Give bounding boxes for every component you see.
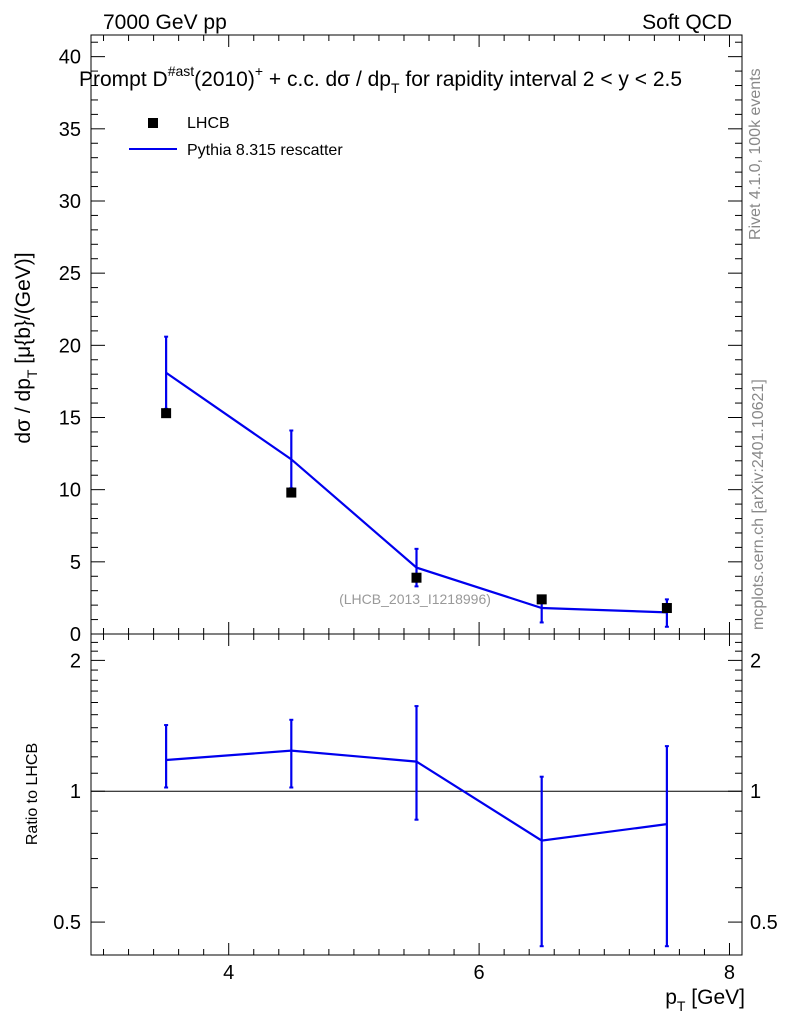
- analysis-id-label: (LHCB_2013_I1218996): [339, 591, 491, 607]
- lhcb-data-point: [161, 408, 172, 419]
- legend-lhcb-marker: [148, 118, 158, 128]
- ratio-mc-series: [164, 705, 669, 948]
- main-y-tick-label: 0: [70, 624, 81, 646]
- main-mc-series: [164, 335, 669, 628]
- lhcb-data-point: [536, 594, 547, 605]
- header-process: Soft QCD: [642, 11, 732, 34]
- ratio-y-tick-label: 0.5: [53, 912, 81, 934]
- main-y-tick-label: 35: [59, 119, 81, 141]
- header-energy: 7000 GeV pp: [103, 11, 227, 34]
- ratio-y-tick-label: 1: [70, 781, 81, 803]
- lhcb-data-point: [661, 603, 672, 614]
- ratio-y-tick-labels: 0.5 0.5 1 1 2 2: [53, 650, 778, 934]
- main-y-axis-label: dσ / dpT [μ{b}/(GeV)]: [12, 252, 40, 443]
- x-tick-label: 4: [223, 962, 234, 984]
- ratio-y-tick-label-right: 1: [750, 781, 761, 803]
- legend-lhcb-label: LHCB: [187, 115, 230, 132]
- ratio-y-tick-label-right: 0.5: [750, 912, 778, 934]
- main-y-tick-label: 5: [70, 552, 81, 574]
- main-y-tick-label: 15: [59, 407, 81, 429]
- ratio-y-tick-label-right: 2: [750, 650, 761, 672]
- main-y-tick-label: 10: [59, 480, 81, 502]
- main-y-tick-label: 30: [59, 191, 81, 213]
- ratio-x-tick-labels: 4 6 8: [223, 962, 735, 984]
- ratio-y-tick-label: 2: [70, 650, 81, 672]
- lhcb-data-point: [286, 487, 297, 498]
- main-lhcb-series: [161, 408, 672, 614]
- x-tick-label: 6: [474, 962, 485, 984]
- main-y-tick-label: 25: [59, 263, 81, 285]
- main-panel-ticks: [91, 35, 742, 635]
- ratio-panel-ticks: [91, 634, 742, 955]
- ratio-y-axis-label: Ratio to LHCB: [24, 743, 41, 845]
- main-y-tick-label: 20: [59, 335, 81, 357]
- x-tick-label: 8: [724, 962, 735, 984]
- main-title: Prompt D#ast(2010)+ + c.c. dσ / dpT for …: [79, 63, 682, 96]
- main-y-tick-label: 40: [59, 47, 81, 69]
- main-y-tick-labels: 0 5 10 15 20 25 30 35 40: [59, 47, 81, 646]
- x-axis-label: pT [GeV]: [665, 986, 745, 1014]
- mcplots-source-label: mcplots.cern.ch [arXiv:2401.10621]: [750, 379, 767, 630]
- lhcb-data-point: [411, 572, 422, 583]
- rivet-version-label: Rivet 4.1.0, 100k events: [747, 68, 764, 240]
- legend-pythia-label: Pythia 8.315 rescatter: [187, 142, 343, 159]
- ratio-panel-frame: [90, 633, 743, 956]
